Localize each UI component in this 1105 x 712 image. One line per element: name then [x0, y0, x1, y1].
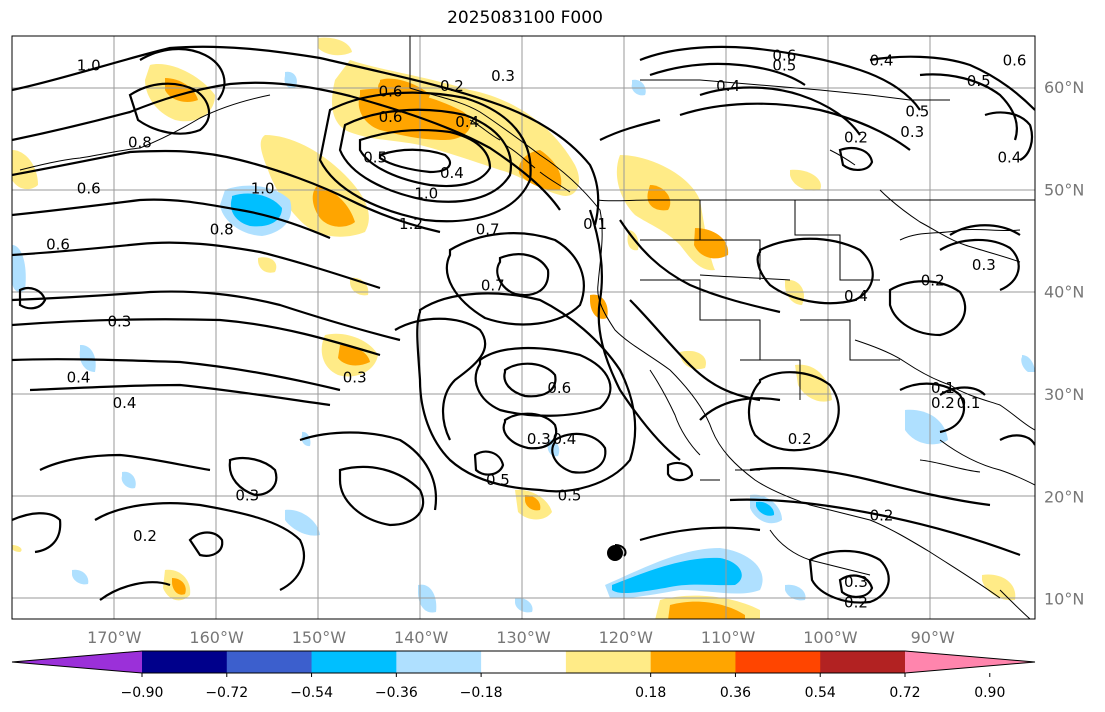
contour-label: 0.2 — [931, 394, 955, 412]
contour-label: 0.2 — [440, 77, 464, 95]
colorbar-segment — [481, 651, 567, 673]
contour-label: 0.1 — [583, 215, 607, 233]
colorbar-tick-label: −0.72 — [205, 685, 248, 701]
contour-label: 0.7 — [481, 277, 505, 295]
contour-label: 0.2 — [133, 527, 157, 545]
contour-label: 0.2 — [870, 507, 894, 525]
colorbar-tick-label: 0.36 — [720, 685, 751, 701]
contour-label: 0.6 — [547, 379, 571, 397]
contour-label: 0.2 — [788, 430, 812, 448]
colorbar: −0.90 −0.72 −0.54 −0.36 −0.18 0.18 0.36 0.54 0.7… — [11, 650, 1036, 701]
contour-label: 0.7 — [476, 220, 500, 238]
contour-label: 0.6 — [379, 82, 403, 100]
contour-label: 0.3 — [343, 369, 367, 387]
contour-label: 0.5 — [772, 57, 796, 75]
contour-label: 0.8 — [210, 220, 234, 238]
contour-label: 0.6 — [46, 236, 70, 254]
longitude-label: 170°W — [87, 628, 142, 647]
colorbar-segment — [735, 651, 821, 673]
colorbar-segment — [396, 651, 482, 673]
longitude-labels: 170°W 160°W 150°W 140°W 130°W 120°W 110°W 100°W… — [87, 628, 955, 647]
colorbar-tick-label: −0.54 — [290, 685, 333, 701]
contour-label: 0.3 — [235, 486, 259, 504]
contour-label: 0.4 — [455, 113, 479, 131]
contour-label: 0.4 — [997, 149, 1021, 167]
colorbar-tick-label: 0.18 — [635, 685, 666, 701]
contour-label: 1.0 — [77, 57, 101, 75]
contour-label: 1.0 — [414, 185, 438, 203]
latitude-label: 40°N — [1044, 283, 1084, 302]
contour-label: 1.2 — [399, 215, 423, 233]
contour-label: 0.4 — [113, 394, 137, 412]
colorbar-tick-label: −0.18 — [460, 685, 503, 701]
colorbar-segment — [820, 651, 906, 673]
colorbar-extend-low — [12, 651, 142, 673]
map-title: 2025083100 F000 — [447, 8, 603, 28]
latitude-label: 20°N — [1044, 487, 1084, 506]
colorbar-segment — [226, 651, 313, 673]
storm-marker — [607, 545, 623, 561]
contour-label: 0.4 — [844, 287, 868, 305]
contour-label: 0.4 — [552, 430, 576, 448]
colorbar-tick-label: 0.54 — [805, 685, 836, 701]
contour-label: 0.3 — [107, 312, 131, 330]
latitude-label: 50°N — [1044, 180, 1084, 199]
contour-label: 0.2 — [844, 128, 868, 146]
contour-label: 0.4 — [67, 369, 91, 387]
contour-label: 0.4 — [870, 52, 894, 70]
colorbar-tick-label: −0.90 — [121, 685, 164, 701]
longitude-label: 140°W — [394, 628, 449, 647]
colorbar-segment — [311, 651, 397, 673]
longitude-label: 120°W — [599, 628, 654, 647]
contour-label: 0.6 — [1003, 52, 1027, 70]
contour-label: 0.5 — [967, 72, 991, 90]
contour-label: 0.4 — [716, 77, 740, 95]
contour-label: 0.5 — [363, 149, 387, 167]
contour-label: 0.3 — [900, 123, 924, 141]
colorbar-segment — [142, 651, 228, 673]
colorbar-tick-label: 0.72 — [889, 685, 920, 701]
longitude-label: 160°W — [189, 628, 244, 647]
colorbar-extend-high — [905, 651, 1035, 673]
contour-label: 0.5 — [486, 471, 510, 489]
negative-anomaly-shading — [12, 71, 1035, 613]
longitude-label: 150°W — [292, 628, 347, 647]
contour-label: 0.1 — [957, 394, 981, 412]
latitude-label: 60°N — [1044, 78, 1084, 97]
contour-label: 0.5 — [558, 486, 582, 504]
colorbar-segment — [650, 651, 736, 673]
coastlines — [19, 36, 1035, 619]
contour-lines — [12, 45, 1035, 604]
contour-label: 0.6 — [77, 179, 101, 197]
contour-label: 0.2 — [844, 594, 868, 612]
contour-label: 0.3 — [491, 67, 515, 85]
contour-label: 0.6 — [379, 108, 403, 126]
longitude-label: 130°W — [496, 628, 551, 647]
longitude-label: 110°W — [701, 628, 756, 647]
contour-label: 0.8 — [128, 133, 152, 151]
contour-label: 0.6 — [772, 46, 796, 64]
latitude-label: 30°N — [1044, 385, 1084, 404]
colorbar-segment — [565, 651, 652, 673]
latitude-label: 10°N — [1044, 590, 1084, 609]
colorbar-tick-label: 0.90 — [974, 685, 1005, 701]
contour-label: 0.4 — [440, 164, 464, 182]
map-frame — [11, 35, 1036, 620]
contour-label: 0.3 — [972, 256, 996, 274]
contour-label: 0.1 — [931, 379, 955, 397]
contour-label: 0.3 — [527, 430, 551, 448]
contour-label: 0.5 — [905, 103, 929, 121]
longitude-label: 100°W — [803, 628, 858, 647]
latitude-labels: 60°N 50°N 40°N 30°N 20°N 10°N — [1044, 78, 1084, 608]
colorbar-tick-label: −0.36 — [375, 685, 418, 701]
longitude-label: 90°W — [911, 628, 955, 647]
contour-label: 1.0 — [251, 179, 275, 197]
contour-labels: 1.00.80.60.60.30.40.40.30.20.81.00.60.60… — [46, 46, 1027, 612]
contour-label: 0.3 — [844, 573, 868, 591]
contour-label: 0.2 — [921, 271, 945, 289]
